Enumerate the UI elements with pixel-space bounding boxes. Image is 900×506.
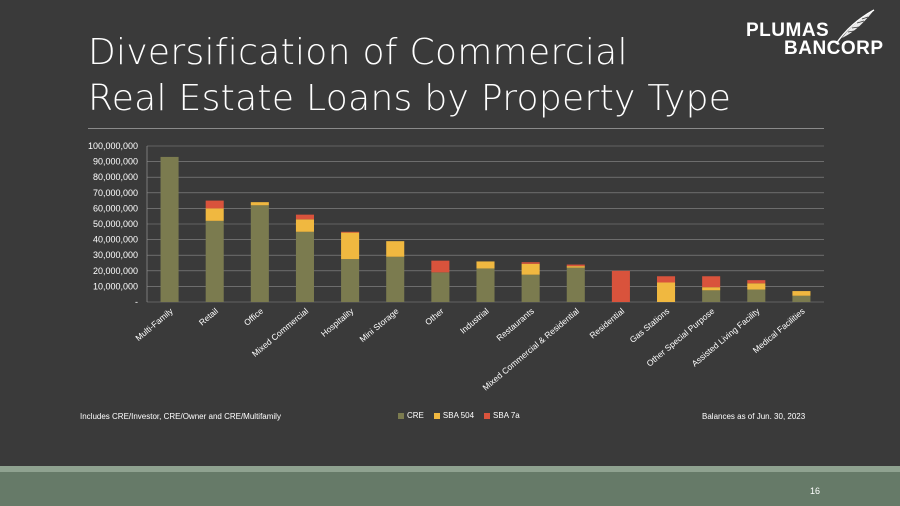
bar-sba-504 — [521, 263, 540, 275]
legend-label: SBA 7a — [493, 411, 520, 420]
legend-swatch — [398, 412, 404, 419]
title-divider — [88, 128, 824, 129]
x-tick-label: Other — [423, 306, 446, 327]
company-logo: PLUMAS BANCORP — [740, 8, 895, 68]
bar-sba-504 — [566, 266, 585, 268]
title-line-2: Real Estate Loans by Property Type — [88, 78, 732, 119]
bar-sba-7a — [521, 262, 540, 264]
logo-text-line-1: PLUMAS — [746, 20, 830, 41]
bar-sba-7a — [657, 276, 676, 283]
page-number: 16 — [810, 486, 821, 496]
bar-sba-504 — [341, 232, 360, 260]
bar-sba-504 — [792, 291, 811, 296]
legend-swatch — [433, 412, 440, 419]
x-tick-label: Retail — [197, 306, 220, 328]
y-tick-label: 20,000,000 — [93, 266, 138, 276]
bar-sba-504 — [476, 261, 495, 269]
bar-sba-504 — [702, 287, 721, 291]
bar-cre — [431, 272, 450, 302]
legend-label: SBA 504 — [442, 411, 475, 420]
bar-sba-504 — [386, 241, 405, 257]
y-tick-label: 100,000,000 — [88, 141, 138, 151]
bar-sba-504 — [205, 208, 224, 221]
y-tick-label: - — [135, 297, 138, 307]
bar-sba-7a — [295, 214, 314, 220]
x-tick-label: Office — [242, 306, 266, 328]
footer-band — [0, 472, 900, 506]
y-tick-label: 10,000,000 — [93, 281, 138, 291]
x-tick-label: Residential — [588, 306, 627, 341]
bar-sba-7a — [611, 270, 630, 302]
bar-cre — [566, 267, 585, 302]
stacked-bar-chart: - 10,000,000 20,000,000 30,000,000 40,000,00… — [88, 141, 824, 393]
bar-cre — [205, 220, 224, 302]
bar-sba-7a — [566, 264, 585, 267]
footnote-left: Includes CRE/Investor, CRE/Owner and CRE… — [80, 412, 281, 421]
bar-cre — [250, 205, 269, 302]
slide-title: Diversification of Commercial Real Estat… — [88, 30, 732, 122]
x-tick-label: Multi-Family — [133, 305, 175, 343]
bar-sba-7a — [431, 260, 450, 273]
chart-legend: CRE SBA 504 SBA 7a — [398, 411, 520, 420]
bar-cre — [386, 256, 405, 302]
bar-sba-7a — [747, 280, 766, 284]
y-tick-label: 70,000,000 — [93, 188, 138, 198]
bar-cre — [747, 289, 766, 302]
bar-sba-7a — [341, 231, 360, 233]
bar-cre — [702, 290, 721, 302]
y-tick-label: 30,000,000 — [93, 250, 138, 260]
legend-item: SBA 7a — [484, 411, 520, 420]
bar-cre — [341, 259, 360, 302]
legend-label: CRE — [407, 411, 424, 420]
legend-item: CRE — [398, 411, 424, 420]
y-tick-label: 40,000,000 — [93, 235, 138, 245]
bar-sba-7a — [205, 200, 224, 209]
bar-sba-7a — [702, 276, 721, 288]
bar-sba-504 — [747, 283, 766, 290]
logo-text-line-2: BANCORP — [784, 38, 884, 59]
footer-band-accent — [0, 466, 900, 472]
y-tick-label: 90,000,000 — [93, 157, 138, 167]
title-line-1: Diversification of Commercial — [88, 32, 628, 73]
feather-icon — [835, 9, 875, 45]
x-tick-label: Industrial — [458, 306, 491, 336]
bar-sba-504 — [295, 219, 314, 232]
x-tick-label: Mixed Commercial & Residential — [481, 306, 582, 393]
x-tick-label: Hospitality — [319, 305, 356, 338]
bar-cre — [160, 156, 179, 302]
bar-sba-504 — [657, 282, 676, 302]
x-tick-label: Mini Storage — [358, 306, 401, 345]
bar-cre — [521, 274, 540, 302]
bar-cre — [295, 231, 314, 302]
y-tick-label: 60,000,000 — [93, 203, 138, 213]
x-tick-label: Restaurants — [494, 306, 536, 343]
y-tick-label: 50,000,000 — [93, 219, 138, 229]
bar-sba-504 — [250, 202, 269, 206]
footnote-right: Balances as of Jun. 30, 2023 — [702, 412, 806, 421]
y-tick-label: 80,000,000 — [93, 172, 138, 182]
legend-item: SBA 504 — [433, 411, 475, 420]
bar-cre — [476, 268, 495, 302]
legend-swatch — [484, 412, 491, 419]
x-tick-label: Gas Stations — [628, 306, 672, 345]
bar-cre — [792, 295, 811, 302]
